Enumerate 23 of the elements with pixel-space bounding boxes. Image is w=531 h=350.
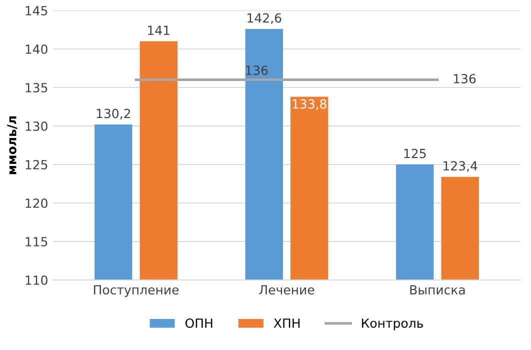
data-label: 136 — [454, 74, 476, 84]
y-tick-label: 120 — [26, 198, 48, 208]
data-label: 130,2 — [96, 108, 130, 120]
legend-label: ОПН — [185, 318, 212, 328]
data-label: 123,4 — [444, 161, 478, 172]
y-axis-title: ммоль/л — [7, 116, 18, 174]
x-tick-label: Поступление — [94, 285, 179, 297]
y-tick-label: 145 — [26, 6, 48, 16]
legend-label: Контроль — [362, 318, 423, 330]
y-tick-label: 115 — [26, 237, 48, 246]
data-label: 142,6 — [248, 13, 282, 24]
x-tick-label: Выписка — [410, 285, 465, 295]
y-tick-label: 140 — [26, 44, 48, 54]
data-label: 141 — [148, 26, 170, 35]
data-label: 133,8 — [292, 99, 326, 110]
data-label: 125 — [404, 148, 426, 158]
legend-label: ХПН — [274, 318, 300, 328]
y-tick-label: 135 — [26, 82, 48, 92]
x-tick-label: Лечение — [259, 285, 314, 295]
y-tick-label: 130 — [26, 121, 48, 131]
data-label: 136 — [246, 66, 268, 76]
y-tick-label: 110 — [26, 275, 48, 285]
y-tick-label: 125 — [26, 160, 48, 170]
